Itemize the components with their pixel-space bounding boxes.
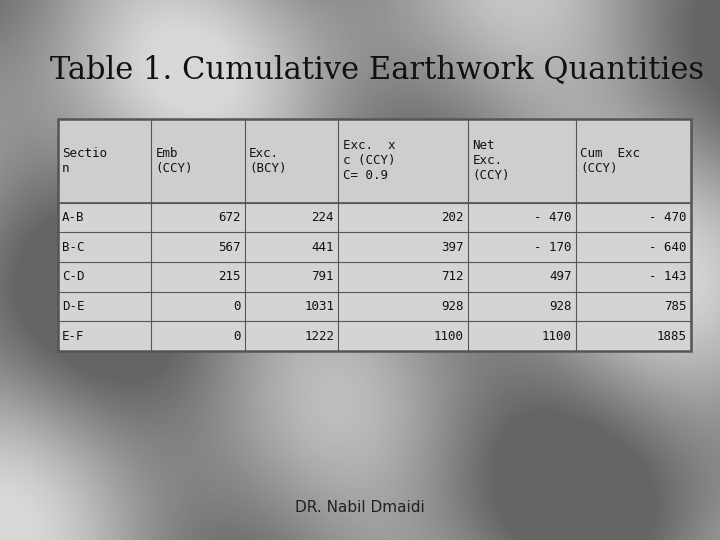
Text: Emb
(CCY): Emb (CCY) (156, 147, 193, 174)
Bar (58, 119, 691, 351)
Text: 1885: 1885 (657, 329, 687, 343)
Text: Sectio
n: Sectio n (62, 147, 107, 174)
Text: 497: 497 (549, 270, 572, 284)
Text: Exc.  x
c (CCY)
C= 0.9: Exc. x c (CCY) C= 0.9 (343, 139, 395, 182)
Text: 712: 712 (441, 270, 464, 284)
Text: Net
Exc.
(CCY): Net Exc. (CCY) (472, 139, 510, 182)
Text: B-C: B-C (62, 240, 84, 254)
Text: 224: 224 (312, 211, 334, 224)
Bar (58, 232, 691, 262)
Text: 1100: 1100 (541, 329, 572, 343)
Text: 567: 567 (218, 240, 240, 254)
Text: A-B: A-B (62, 211, 84, 224)
Text: 441: 441 (312, 240, 334, 254)
Bar (58, 119, 691, 351)
Text: Cum  Exc
(CCY): Cum Exc (CCY) (580, 147, 640, 174)
Text: - 170: - 170 (534, 240, 572, 254)
Bar (58, 202, 691, 232)
Text: 928: 928 (441, 300, 464, 313)
Text: 1031: 1031 (304, 300, 334, 313)
Text: D-E: D-E (62, 300, 84, 313)
Text: 0: 0 (233, 300, 240, 313)
Text: 791: 791 (312, 270, 334, 284)
Text: 0: 0 (233, 329, 240, 343)
Bar (58, 292, 691, 321)
Text: - 470: - 470 (534, 211, 572, 224)
Text: E-F: E-F (62, 329, 84, 343)
Text: 928: 928 (549, 300, 572, 313)
Text: 672: 672 (218, 211, 240, 224)
Text: 215: 215 (218, 270, 240, 284)
Text: 202: 202 (441, 211, 464, 224)
Text: Exc.
(BCY): Exc. (BCY) (249, 147, 287, 174)
Text: - 143: - 143 (649, 270, 687, 284)
Bar (58, 119, 691, 202)
Text: 785: 785 (665, 300, 687, 313)
Text: 397: 397 (441, 240, 464, 254)
Text: Table 1. Cumulative Earthwork Quantities: Table 1. Cumulative Earthwork Quantities (50, 54, 705, 85)
Text: - 640: - 640 (649, 240, 687, 254)
Bar (58, 262, 691, 292)
Text: 1100: 1100 (433, 329, 464, 343)
Text: 1222: 1222 (304, 329, 334, 343)
Text: C-D: C-D (62, 270, 84, 284)
Text: DR. Nabil Dmaidi: DR. Nabil Dmaidi (295, 500, 425, 515)
Bar (58, 321, 691, 351)
Text: - 470: - 470 (649, 211, 687, 224)
